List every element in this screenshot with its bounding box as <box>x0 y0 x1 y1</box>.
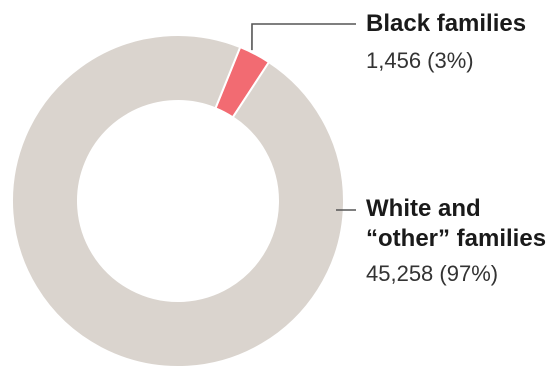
black-families-value: 1,456 (3%) <box>366 48 474 73</box>
white-other-families-label-line-2: “other” families <box>366 225 546 252</box>
donut-slices <box>11 33 345 367</box>
slice-white-other-families <box>11 33 345 367</box>
black-families-label-group: Black families 1,456 (3%) <box>251 10 526 73</box>
black-families-label: Black families <box>366 10 526 37</box>
black-families-leader-line <box>251 23 356 51</box>
white-other-families-value: 45,258 (97%) <box>366 261 498 286</box>
white-other-families-label-group: White and “other” families 45,258 (97%) <box>336 195 546 286</box>
white-other-families-label-line-1: White and <box>366 195 481 222</box>
